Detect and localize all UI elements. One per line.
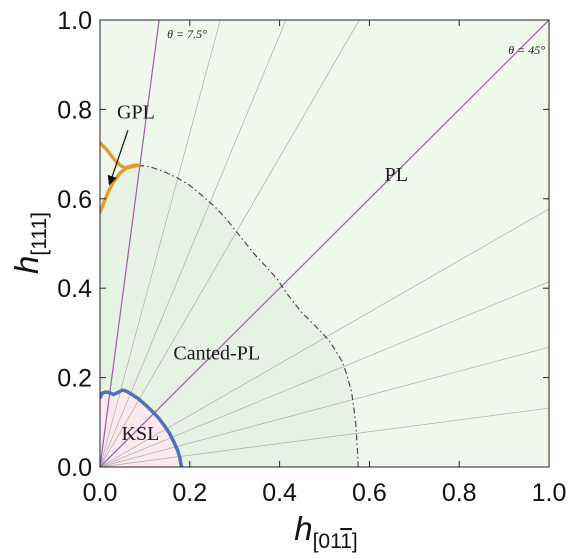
ksl-region: [100, 390, 182, 467]
region-label-ksl: KSL: [122, 423, 160, 445]
x-tick-label: 0.2: [172, 479, 207, 507]
region-label-gpl: GPL: [117, 101, 155, 123]
x-tick-label: 0.8: [442, 479, 477, 507]
y-axis-title: h[111]: [8, 212, 51, 274]
x-axis-title-main: h: [294, 510, 312, 547]
x-axis-title: h[011]: [294, 510, 358, 553]
x-axis-title-sub: [01: [313, 530, 342, 553]
y-axis-title-main: h: [8, 256, 45, 274]
region-label-pl: PL: [385, 164, 408, 186]
ray-line: [100, 20, 360, 467]
gpl-lower-boundary: [100, 163, 140, 214]
y-tick-label: 0.4: [57, 275, 92, 303]
y-tick-label: 0.8: [57, 96, 92, 124]
y-axis-ticks: 0.0 0.2 0.4 0.6 0.8 1.0: [57, 7, 549, 482]
region-label-canted-pl: Canted-PL: [173, 343, 260, 365]
theta-label: θ = 7.5°: [167, 27, 207, 41]
canted-pl-region: [100, 165, 359, 467]
ray-line: [100, 208, 549, 467]
x-tick-label: 0.0: [83, 479, 118, 507]
theta-label: θ = 45°: [508, 43, 545, 57]
ksl-boundary: [100, 388, 184, 467]
y-tick-label: 0.2: [57, 365, 92, 393]
y-tick-label: 0.0: [57, 454, 92, 482]
x-axis-title-sub-close: ]: [352, 530, 358, 553]
x-tick-label: 0.6: [352, 479, 387, 507]
x-axis-ticks: 0.0 0.2 0.4 0.6 0.8 1.0: [83, 20, 567, 507]
theta-labels: θ = 7.5° θ = 45°: [167, 27, 545, 57]
x-tick-label: 0.4: [262, 479, 297, 507]
highlighted-ray: [100, 20, 549, 467]
y-axis-title-sub: [111]: [28, 212, 51, 256]
y-tick-label: 0.6: [57, 186, 92, 214]
y-tick-label: 1.0: [57, 7, 92, 35]
plot-area: [100, 20, 549, 467]
ray-line: [100, 407, 549, 467]
x-tick-label: 1.0: [532, 479, 567, 507]
canted-pl-boundary: [138, 164, 359, 467]
gpl-arrow: [107, 130, 129, 186]
ray-lines: [100, 20, 549, 467]
x-axis-title-sub-bar: 1: [340, 530, 352, 553]
region-labels: KSL Canted-PL PL GPL: [117, 101, 408, 445]
ray-line: [100, 281, 549, 467]
plot-frame: [99, 19, 550, 468]
